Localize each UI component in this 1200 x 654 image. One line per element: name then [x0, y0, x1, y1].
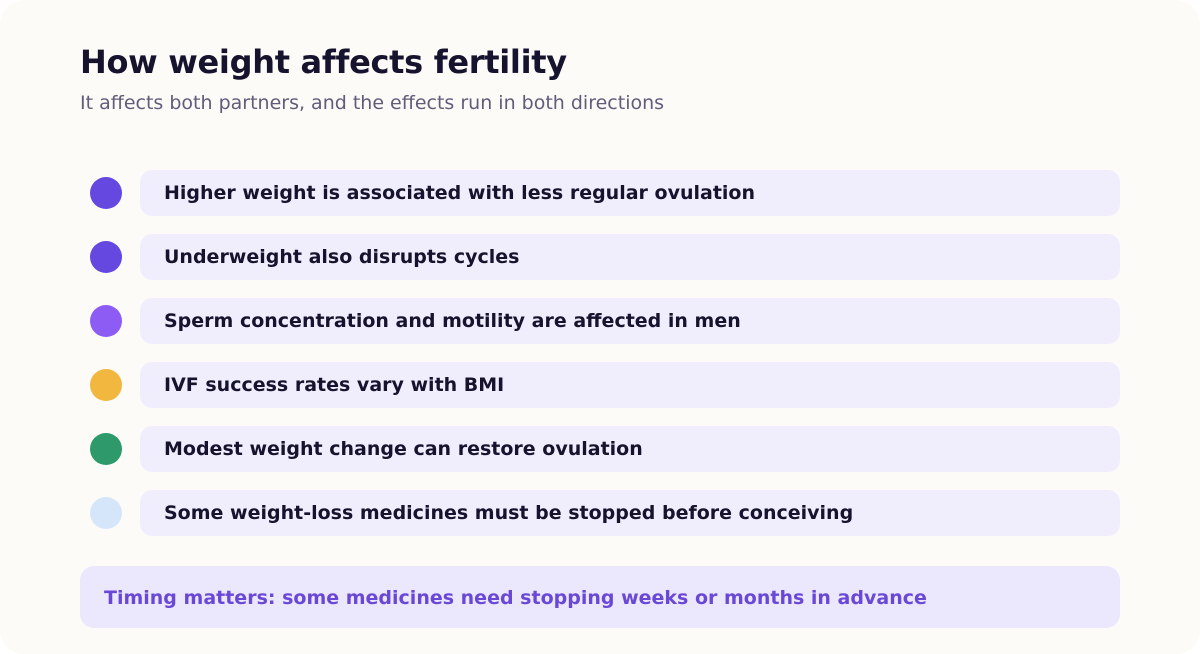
callout-text: Timing matters: some medicines need stop… — [104, 587, 927, 609]
page-subtitle: It affects both partners, and the effect… — [80, 92, 665, 114]
list-item-label: IVF success rates vary with BMI — [164, 374, 505, 396]
list-item: Modest weight change can restore ovulati… — [80, 426, 1120, 472]
list-item-pill: Higher weight is associated with less re… — [140, 170, 1120, 216]
bullet-dot — [90, 241, 122, 273]
list-item-pill: IVF success rates vary with BMI — [140, 362, 1120, 408]
list-item-pill: Modest weight change can restore ovulati… — [140, 426, 1120, 472]
bullet-dot — [90, 305, 122, 337]
bullet-dot — [90, 433, 122, 465]
list-item-label: Sperm concentration and motility are aff… — [164, 310, 741, 332]
timing-callout: Timing matters: some medicines need stop… — [80, 566, 1120, 628]
list-item-pill: Sperm concentration and motility are aff… — [140, 298, 1120, 344]
list-item: Higher weight is associated with less re… — [80, 170, 1120, 216]
bullet-dot — [90, 497, 122, 529]
list-item-label: Some weight-loss medicines must be stopp… — [164, 502, 854, 524]
list-item: IVF success rates vary with BMI — [80, 362, 1120, 408]
bullet-dot — [90, 177, 122, 209]
list-item-pill: Some weight-loss medicines must be stopp… — [140, 490, 1120, 536]
list-item: Some weight-loss medicines must be stopp… — [80, 490, 1120, 536]
list-item-label: Underweight also disrupts cycles — [164, 246, 520, 268]
list-item-label: Higher weight is associated with less re… — [164, 182, 755, 204]
page-title: How weight affects fertility — [80, 43, 567, 81]
effects-list: Higher weight is associated with less re… — [80, 170, 1120, 554]
list-item-pill: Underweight also disrupts cycles — [140, 234, 1120, 280]
list-item-label: Modest weight change can restore ovulati… — [164, 438, 643, 460]
list-item: Sperm concentration and motility are aff… — [80, 298, 1120, 344]
bullet-dot — [90, 369, 122, 401]
list-item: Underweight also disrupts cycles — [80, 234, 1120, 280]
